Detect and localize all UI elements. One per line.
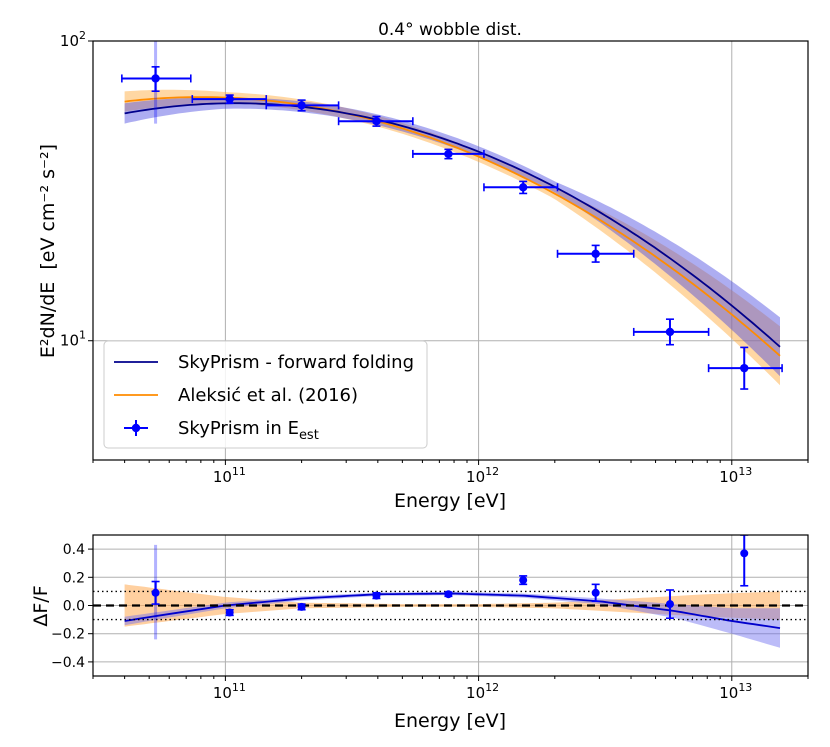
aleksic-curve (124, 96, 781, 357)
residual-x-tick-label: 1012 (466, 681, 499, 702)
main-data-point-marker (665, 327, 675, 337)
residual-data-point-marker (519, 576, 528, 585)
residual-data-point (519, 575, 528, 586)
main-data-point-marker (444, 149, 453, 159)
residual-y-tick-label: 0.0 (63, 599, 85, 615)
main-x-axis-label: Energy [eV] (394, 490, 506, 512)
main-plot-frame (92, 40, 809, 461)
main-y-axis-label: E²dN/dE [eV cm⁻² s⁻²] (37, 144, 59, 358)
main-x-tick-label: 1012 (466, 465, 499, 486)
residual-data-point-marker (372, 591, 381, 600)
residual-data-point-marker (665, 600, 674, 609)
legend-box (103, 340, 428, 449)
main-data-point (556, 244, 635, 263)
main-data-point (632, 318, 710, 346)
residual-y-tick-label: −0.4 (51, 655, 85, 671)
residual-x-tick-label-exponent: 12 (485, 681, 499, 694)
legend-errorbar-label-main: SkyPrism in E (178, 418, 299, 439)
residual-x-tick-label-base: 10 (719, 684, 738, 702)
residual-data-point (151, 544, 160, 640)
legend-errorbar-label-subscript: est (299, 428, 319, 443)
residual-data-point-marker (740, 549, 749, 558)
main-x-tick-label: 1013 (719, 465, 752, 486)
main-plot-area (121, 41, 783, 390)
residual-data-point (372, 591, 381, 600)
forward-folding-uncertainty-band (124, 97, 781, 377)
residual-x-tick-label-base: 10 (466, 684, 485, 702)
residual-x-tick-label-exponent: 13 (738, 681, 752, 694)
main-x-tick-label-base: 10 (719, 468, 738, 486)
main-y-tick-label-base: 10 (60, 32, 79, 50)
residual-data-point (665, 589, 674, 619)
main-y-tick-label: 101 (60, 329, 86, 350)
legend-errorbar-label: SkyPrism in Eest (178, 418, 319, 443)
residual-data-point (591, 583, 600, 603)
main-data-point (707, 346, 783, 390)
residual-y-tick-label: 0.4 (63, 542, 85, 558)
main-y-tick-label-exponent: 1 (79, 329, 86, 342)
main-y-axis-label-units: [eV cm⁻² s⁻²] (37, 144, 59, 270)
main-x-tick-label-base: 10 (466, 468, 485, 486)
main-data-point (191, 94, 268, 105)
residual-x-tick-label-exponent: 11 (232, 681, 246, 694)
main-y-tick-label: 102 (60, 29, 86, 50)
legend-errorbar-marker (131, 423, 141, 433)
main-x-tick-label: 1011 (213, 465, 246, 486)
legend: SkyPrism - forward folding Aleksić et al.… (103, 340, 428, 449)
residual-data-point (740, 535, 749, 587)
main-data-point (412, 148, 485, 160)
residual-data-point-marker (591, 588, 600, 597)
forward-folding-curve (124, 102, 781, 348)
main-data-point (265, 99, 340, 112)
residual-data-point-marker (225, 608, 234, 617)
residual-data-point (225, 608, 234, 617)
residual-y-tick-label: −0.2 (51, 627, 85, 643)
chart-title: 0.4° wobble dist. (378, 20, 522, 40)
main-data-point (121, 41, 192, 124)
residual-y-tick-label: 0.2 (63, 570, 85, 586)
main-data-point-marker (225, 94, 234, 104)
residual-x-tick-label: 1011 (213, 681, 246, 702)
residual-x-tick-label-base: 10 (213, 684, 232, 702)
main-data-point-marker (591, 249, 600, 258)
main-x-tick-label-exponent: 11 (232, 465, 246, 478)
main-y-tick-label-base: 10 (60, 332, 79, 350)
residual-x-axis-label: Energy [eV] (394, 710, 506, 732)
main-data-point (483, 180, 559, 195)
residual-data-point-marker (151, 588, 160, 597)
main-data-point (337, 115, 414, 127)
main-x-tick-label-exponent: 13 (738, 465, 752, 478)
residual-data-point-marker (297, 602, 306, 611)
main-y-tick-label-exponent: 2 (79, 29, 86, 42)
residual-data-point-marker (444, 590, 453, 599)
legend-forward-folding-label: SkyPrism - forward folding (178, 352, 414, 373)
residual-data-point (297, 602, 306, 611)
main-data-point-marker (372, 117, 381, 126)
main-y-axis-label-quantity: E²dN/dE (37, 282, 59, 358)
main-x-tick-label-exponent: 12 (485, 465, 499, 478)
residual-x-tick-label: 1013 (719, 681, 752, 702)
residual-y-axis-label: ΔF/F (30, 585, 52, 626)
residual-aleksic-band (124, 584, 781, 627)
residual-data-point (444, 590, 453, 599)
main-data-point-marker (151, 74, 160, 83)
legend-aleksic-label: Aleksić et al. (2016) (178, 385, 358, 406)
main-data-point-marker (297, 101, 306, 110)
main-data-point-marker (740, 363, 749, 373)
main-x-tick-label-base: 10 (213, 468, 232, 486)
main-data-point-marker (518, 183, 528, 192)
residual-plot-area (93, 535, 808, 648)
